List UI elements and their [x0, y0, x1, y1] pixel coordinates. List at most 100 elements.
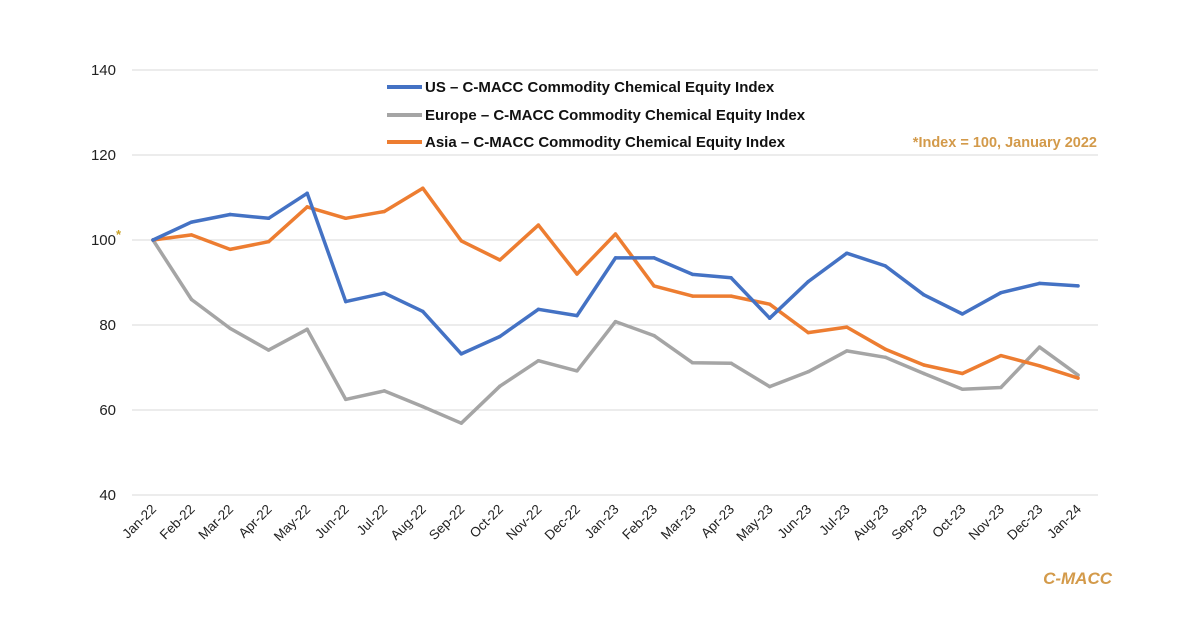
data-point-europe — [883, 355, 887, 359]
data-point-us — [151, 238, 155, 242]
x-tick-label: Jun-23 — [775, 502, 815, 542]
data-point-asia — [536, 223, 541, 227]
x-tick-label: Feb-23 — [619, 502, 660, 543]
y-tick-label: 120 — [91, 147, 116, 164]
x-tick-label: Oct-22 — [467, 502, 506, 541]
data-point-asia — [189, 233, 194, 237]
x-tick-label: Nov-22 — [503, 502, 544, 543]
base-index-marker: * — [116, 227, 122, 242]
data-point-us — [690, 272, 695, 277]
legend: US – C-MACC Commodity Chemical Equity In… — [387, 79, 806, 151]
data-point-asia — [382, 209, 386, 214]
x-tick-label: Oct-23 — [929, 502, 968, 541]
y-tick-label: 80 — [99, 317, 116, 334]
x-tick-label: Feb-22 — [157, 502, 198, 543]
data-point-europe — [999, 385, 1003, 390]
data-point-asia — [344, 216, 348, 221]
data-point-asia — [845, 325, 849, 329]
data-point-asia — [421, 186, 425, 190]
x-tick-label: Dec-23 — [1004, 502, 1045, 543]
y-axis-ticks: 40 60 80 100 120 140 — [91, 62, 116, 504]
x-tick-label: Nov-23 — [966, 502, 1007, 543]
data-point-asia — [806, 330, 810, 335]
data-point-europe — [1037, 345, 1042, 349]
data-point-europe — [228, 326, 232, 331]
legend-label-us: US – C-MACC Commodity Chemical Equity In… — [425, 79, 775, 96]
y-tick-label: 100 — [91, 232, 116, 249]
series-line-europe — [151, 238, 1080, 425]
data-point-us — [999, 291, 1003, 295]
data-point-us — [613, 256, 618, 260]
legend-label-europe: Europe – C-MACC Commodity Chemical Equit… — [425, 107, 806, 124]
data-point-us — [845, 251, 849, 255]
data-point-europe — [922, 371, 926, 376]
data-point-us — [459, 352, 464, 356]
data-point-europe — [806, 370, 810, 374]
data-point-us — [536, 307, 541, 311]
legend-label-asia: Asia – C-MACC Commodity Chemical Equity … — [425, 134, 786, 151]
data-point-asia — [1076, 376, 1080, 380]
data-point-us — [960, 312, 965, 316]
data-point-us — [382, 291, 386, 295]
data-point-us — [575, 313, 579, 318]
y-tick-label: 140 — [91, 62, 116, 79]
data-point-us — [883, 264, 887, 268]
data-point-us — [266, 216, 271, 221]
data-point-europe — [960, 387, 965, 391]
x-tick-label: Sep-22 — [426, 502, 467, 543]
x-tick-label: Mar-23 — [658, 502, 699, 543]
series-line-us — [151, 191, 1080, 356]
x-tick-label: Jul-23 — [816, 502, 853, 539]
data-point-asia — [652, 284, 656, 288]
data-point-us — [729, 276, 733, 280]
data-point-asia — [228, 247, 232, 252]
x-tick-label: Apr-22 — [235, 502, 274, 541]
data-point-asia — [767, 302, 772, 306]
data-point-europe — [613, 319, 618, 324]
data-point-asia — [960, 371, 965, 376]
data-point-asia — [729, 294, 733, 298]
legend-item-us: US – C-MACC Commodity Chemical Equity In… — [387, 79, 775, 96]
data-point-us — [498, 334, 502, 339]
data-point-us — [922, 293, 926, 297]
data-point-us — [228, 212, 232, 217]
x-tick-label: Jun-22 — [312, 502, 352, 542]
brand-logo-text: C-MACC — [1043, 569, 1113, 588]
x-tick-label: Jan-23 — [582, 502, 622, 542]
data-point-europe — [845, 349, 849, 353]
data-point-us — [1037, 281, 1042, 286]
x-tick-label: May-22 — [271, 502, 313, 544]
x-tick-label: Aug-22 — [388, 502, 429, 543]
x-tick-label: Jul-22 — [354, 502, 391, 539]
data-point-asia — [690, 294, 695, 298]
data-point-asia — [999, 353, 1003, 358]
data-point-asia — [883, 347, 887, 351]
x-tick-label: Jan-22 — [119, 502, 159, 542]
data-point-europe — [266, 348, 271, 352]
data-point-europe — [421, 404, 425, 409]
x-tick-label: Jan-24 — [1044, 501, 1084, 541]
data-point-asia — [498, 258, 502, 262]
data-point-europe — [189, 297, 194, 302]
x-tick-label: Aug-23 — [850, 502, 891, 543]
x-tick-label: Mar-22 — [195, 502, 236, 543]
data-point-europe — [652, 333, 656, 338]
data-point-europe — [498, 384, 502, 388]
data-point-europe — [690, 361, 695, 365]
data-point-asia — [922, 363, 926, 367]
data-point-us — [1076, 284, 1080, 288]
data-point-asia — [613, 232, 618, 236]
x-tick-label: Dec-22 — [542, 502, 583, 543]
data-point-asia — [575, 272, 579, 276]
data-point-asia — [1037, 364, 1042, 368]
data-point-us — [652, 256, 656, 260]
data-point-europe — [305, 327, 309, 331]
data-point-us — [305, 191, 309, 195]
data-point-us — [189, 220, 194, 224]
y-tick-label: 60 — [99, 402, 116, 419]
series-lines — [151, 186, 1080, 425]
data-point-europe — [575, 369, 579, 373]
data-point-europe — [729, 361, 733, 365]
data-point-asia — [459, 239, 464, 243]
data-point-europe — [344, 397, 348, 402]
